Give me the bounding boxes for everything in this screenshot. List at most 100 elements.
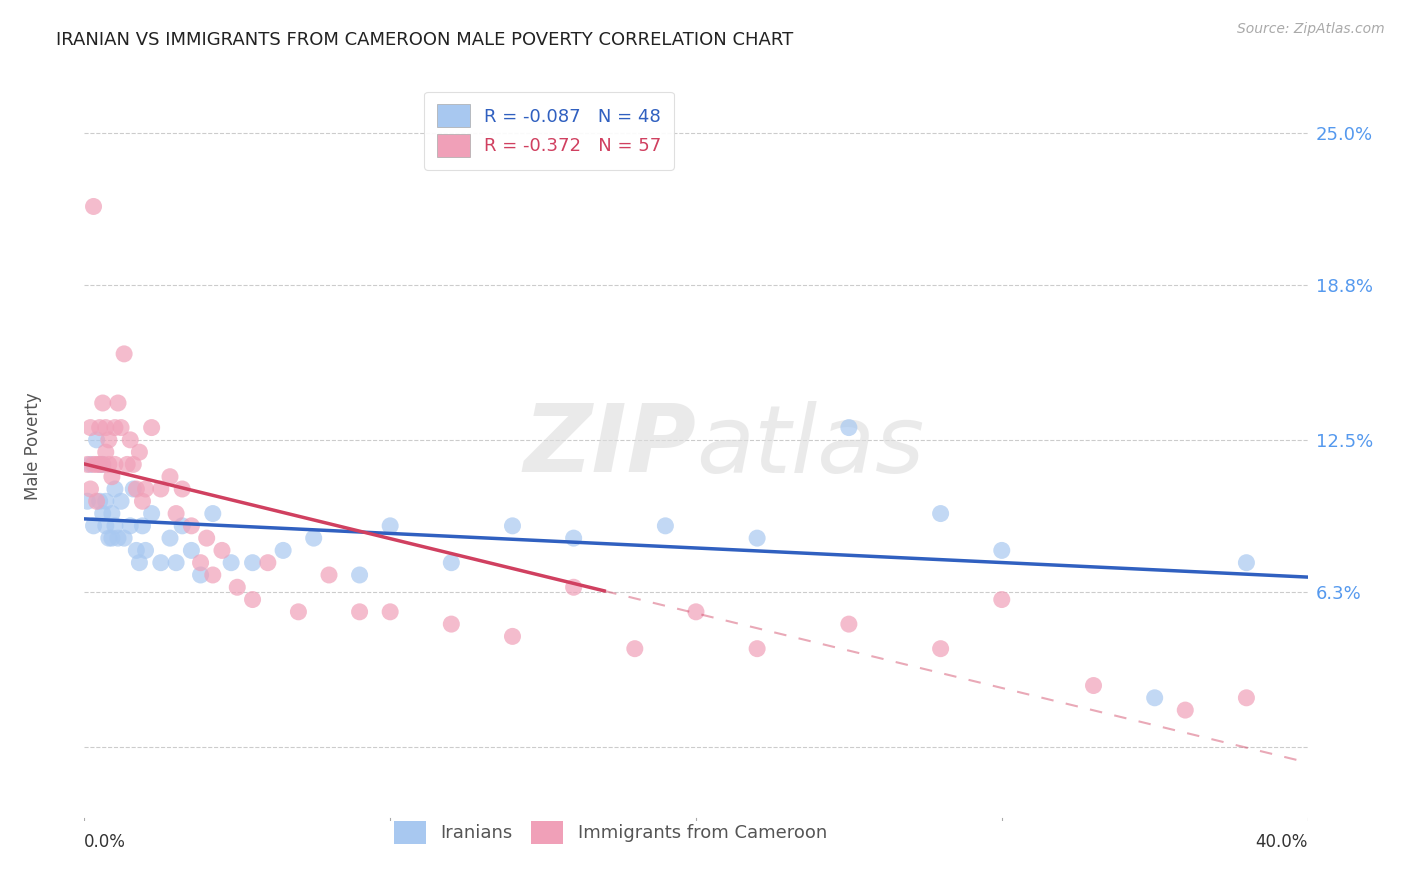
- Point: [97, 531, 120, 545]
- Point: [159, 469, 181, 483]
- Text: Source: ZipAtlas.com: Source: ZipAtlas.com: [1237, 22, 1385, 37]
- Point: [242, 592, 264, 607]
- Point: [125, 543, 148, 558]
- Point: [991, 592, 1014, 607]
- Point: [97, 458, 120, 472]
- Point: [180, 543, 202, 558]
- Point: [104, 482, 127, 496]
- Point: [86, 458, 108, 472]
- Text: 40.0%: 40.0%: [1256, 833, 1308, 851]
- Point: [104, 519, 127, 533]
- Point: [287, 605, 309, 619]
- Point: [165, 556, 187, 570]
- Point: [654, 519, 676, 533]
- Point: [242, 556, 264, 570]
- Point: [180, 519, 202, 533]
- Point: [562, 580, 585, 594]
- Point: [929, 641, 952, 656]
- Point: [110, 420, 132, 434]
- Point: [79, 458, 101, 472]
- Text: Male Poverty: Male Poverty: [24, 392, 42, 500]
- Point: [131, 519, 153, 533]
- Point: [135, 543, 157, 558]
- Point: [122, 458, 145, 472]
- Point: [195, 531, 218, 545]
- Point: [86, 494, 108, 508]
- Point: [83, 519, 105, 533]
- Point: [94, 420, 117, 434]
- Point: [83, 199, 105, 213]
- Point: [302, 531, 325, 545]
- Point: [128, 556, 150, 570]
- Point: [79, 482, 101, 496]
- Point: [747, 641, 769, 656]
- Point: [349, 605, 371, 619]
- Point: [929, 507, 952, 521]
- Point: [97, 433, 120, 447]
- Point: [172, 482, 194, 496]
- Point: [94, 445, 117, 459]
- Point: [104, 420, 127, 434]
- Point: [149, 482, 172, 496]
- Point: [94, 519, 117, 533]
- Point: [271, 543, 294, 558]
- Point: [349, 568, 371, 582]
- Point: [141, 420, 163, 434]
- Point: [89, 458, 111, 472]
- Point: [112, 531, 135, 545]
- Point: [76, 494, 98, 508]
- Point: [1174, 703, 1197, 717]
- Point: [128, 445, 150, 459]
- Point: [135, 482, 157, 496]
- Point: [107, 396, 129, 410]
- Point: [190, 568, 212, 582]
- Point: [380, 519, 402, 533]
- Point: [89, 420, 111, 434]
- Point: [257, 556, 280, 570]
- Point: [991, 543, 1014, 558]
- Point: [1236, 556, 1258, 570]
- Point: [318, 568, 340, 582]
- Point: [219, 556, 242, 570]
- Point: [440, 617, 463, 632]
- Point: [141, 507, 163, 521]
- Point: [201, 507, 224, 521]
- Text: IRANIAN VS IMMIGRANTS FROM CAMEROON MALE POVERTY CORRELATION CHART: IRANIAN VS IMMIGRANTS FROM CAMEROON MALE…: [56, 31, 793, 49]
- Point: [838, 617, 860, 632]
- Point: [440, 556, 463, 570]
- Point: [125, 482, 148, 496]
- Point: [747, 531, 769, 545]
- Point: [83, 458, 105, 472]
- Point: [838, 420, 860, 434]
- Point: [165, 507, 187, 521]
- Point: [1083, 679, 1105, 693]
- Text: atlas: atlas: [696, 401, 924, 491]
- Point: [1143, 690, 1166, 705]
- Point: [101, 469, 124, 483]
- Point: [91, 396, 114, 410]
- Point: [380, 605, 402, 619]
- Point: [107, 531, 129, 545]
- Point: [562, 531, 585, 545]
- Point: [131, 494, 153, 508]
- Point: [624, 641, 647, 656]
- Point: [112, 347, 135, 361]
- Point: [89, 494, 111, 508]
- Point: [79, 420, 101, 434]
- Point: [502, 629, 524, 643]
- Point: [91, 458, 114, 472]
- Point: [190, 556, 212, 570]
- Point: [201, 568, 224, 582]
- Point: [502, 519, 524, 533]
- Point: [685, 605, 707, 619]
- Point: [101, 507, 124, 521]
- Point: [211, 543, 233, 558]
- Text: ZIP: ZIP: [523, 400, 696, 492]
- Point: [120, 433, 142, 447]
- Point: [115, 458, 138, 472]
- Point: [120, 519, 142, 533]
- Legend: Iranians, Immigrants from Cameroon: Iranians, Immigrants from Cameroon: [385, 812, 837, 853]
- Point: [1236, 690, 1258, 705]
- Point: [101, 531, 124, 545]
- Point: [159, 531, 181, 545]
